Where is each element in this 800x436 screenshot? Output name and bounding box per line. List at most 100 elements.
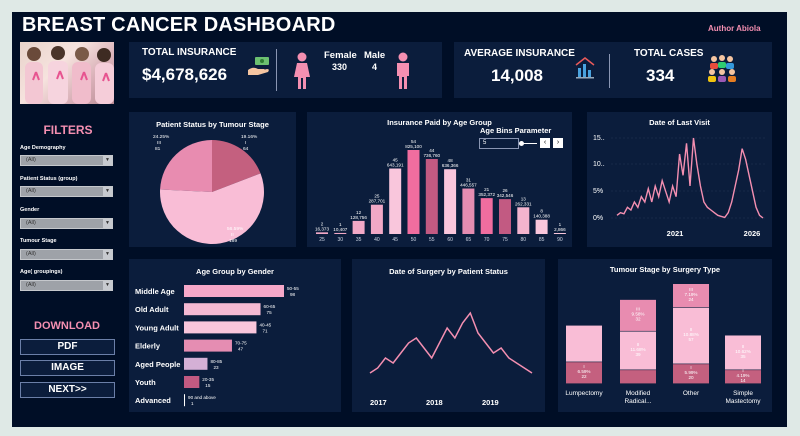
pdf-button[interactable]: PDF <box>20 339 115 355</box>
surgery-card: Date of Surgery by Patient Status 2017 20… <box>352 259 545 412</box>
gender-bar <box>184 376 200 388</box>
gender-range-label: 60-65 <box>264 304 276 309</box>
filter-label-age-demography: Age Demography <box>20 145 66 151</box>
pie-slice <box>212 140 261 192</box>
age-tick: 75 <box>502 237 508 243</box>
total-cases-label: TOTAL CASES <box>634 48 704 59</box>
gender-bar <box>184 394 186 407</box>
gender-bar <box>184 285 284 297</box>
age-tick: 50 <box>411 237 417 243</box>
age-bar <box>553 233 566 234</box>
male-icon <box>397 52 409 89</box>
next-icon[interactable]: › <box>553 138 563 148</box>
people-group-icon <box>708 55 736 82</box>
tumour-pct-label: 10.88% <box>683 332 699 337</box>
age-bar-value: 140,388 <box>533 214 550 219</box>
age-bar-count: 8 <box>540 209 543 214</box>
gender-range-label: 40-45 <box>259 322 271 327</box>
tumour-category-label: Simple <box>733 390 753 397</box>
age-bins-input[interactable]: 5 <box>479 138 519 149</box>
visit-x-tick: 2026 <box>744 229 761 238</box>
slider-handle[interactable] <box>519 141 524 146</box>
age-bar-count: 1 <box>559 222 562 227</box>
last-visit-title: Date of Last Visit <box>649 118 710 127</box>
gender-category-label: Aged People <box>135 360 180 369</box>
age-bar-value: 352,372 <box>478 192 495 197</box>
age-bar-count: 54 <box>411 139 417 144</box>
sidebar-photo <box>20 42 114 104</box>
age-bar-value: 287,701 <box>369 199 386 204</box>
filter-select-age-groupings[interactable]: (All) ▼ <box>20 280 113 291</box>
tumour-stage-label: II <box>690 327 693 332</box>
female-label: Female <box>324 50 357 61</box>
kpi-card-average: AVERAGE INSURANCE 14,008 TOTAL CASES 334 <box>454 42 772 98</box>
age-bar <box>499 199 511 234</box>
tumour-stage-label: I <box>742 368 743 373</box>
tumour-segment <box>620 331 656 370</box>
gender-value-label: 23 <box>213 365 219 370</box>
tumour-category-label: Modified <box>626 390 651 397</box>
tumour-pct-label: 5.99% <box>684 370 697 375</box>
tumour-stage-label: I <box>583 364 584 369</box>
age-bar <box>389 168 402 234</box>
dropdown-arrow-icon: ▼ <box>103 250 112 259</box>
age-bar-chart: 216,37325110,4073012128,7563525287,70140… <box>315 139 566 243</box>
age-tick: 85 <box>539 237 545 243</box>
avg-insurance-label: AVERAGE INSURANCE <box>464 48 575 59</box>
slider-track[interactable] <box>523 143 537 144</box>
gender-value-label: 47 <box>238 347 244 352</box>
age-bar <box>535 219 548 234</box>
age-bars-title: Insurance Paid by Age Group <box>387 118 492 127</box>
age-bar-count: 31 <box>466 178 472 183</box>
tumour-stage-label: II <box>742 344 745 349</box>
gender-title: Age Group by Gender <box>196 267 274 276</box>
age-bar-value: 446,557 <box>460 183 477 188</box>
surgery-line-chart: 2017 2018 2019 <box>369 311 533 407</box>
tumour-count-label: 20 <box>688 375 694 380</box>
pie-title: Patient Status by Tumour Stage <box>156 120 269 129</box>
tumour-count-label: 35 <box>740 354 746 359</box>
filter-select-tumour-stage[interactable]: (All) ▼ <box>20 249 113 260</box>
male-label: Male <box>364 50 386 61</box>
tumour-pct-label: 6.59% <box>577 369 590 374</box>
age-bar-count: 44 <box>429 148 435 153</box>
last-visit-card: Date of Last Visit 15.. 10.. 5% 0% 2021 2026 <box>587 112 772 247</box>
filter-select-patient-status[interactable]: (All) ▼ <box>20 186 113 197</box>
age-tick: 65 <box>466 237 472 243</box>
gender-value-label: 15 <box>205 383 211 388</box>
next-button[interactable]: NEXT>> <box>20 382 115 398</box>
money-hand-icon <box>248 57 269 75</box>
pie-label-count: 64 <box>243 146 249 152</box>
image-button[interactable]: IMAGE <box>20 360 115 376</box>
gender-bar <box>184 303 261 316</box>
tumour-count-label: 14 <box>740 378 746 383</box>
pie-label-pct: 24.25% <box>153 134 170 140</box>
gender-range-label: 50-55 <box>287 286 299 291</box>
gender-category-label: Young Adult <box>135 323 179 332</box>
gender-bar <box>184 339 232 352</box>
age-bar <box>480 198 493 234</box>
age-bar <box>425 158 438 234</box>
age-bar <box>352 220 365 234</box>
prev-icon[interactable]: ‹ <box>540 138 550 148</box>
tumour-count-label: 32 <box>635 317 641 322</box>
surgery-x-tick: 2017 <box>370 398 387 407</box>
visit-y-tick: 15.. <box>593 135 605 142</box>
age-tick: 45 <box>392 237 398 243</box>
filter-label-age-groupings: Age( groupings) <box>20 269 63 275</box>
gender-value-label: 1 <box>191 401 194 406</box>
tumour-pct-label: 4.19% <box>736 373 749 378</box>
age-bar <box>444 169 457 234</box>
gender-range-label: 90 and above <box>188 395 216 400</box>
filter-label-tumour-stage: Tumour Stage <box>20 238 57 244</box>
dropdown-arrow-icon: ▼ <box>103 187 112 196</box>
age-bar <box>462 188 475 234</box>
tumour-stage-label: III <box>636 307 640 312</box>
filter-select-gender[interactable]: (All) ▼ <box>20 218 113 229</box>
tumour-category-label: Other <box>683 390 700 397</box>
gender-bar <box>184 321 257 334</box>
surgery-x-tick: 2019 <box>482 398 499 407</box>
filter-select-age-demography[interactable]: (All) ▼ <box>20 155 113 166</box>
